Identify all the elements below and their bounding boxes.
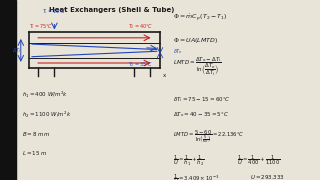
Text: $\dfrac{1}{U} = \dfrac{1}{h_1} + \dfrac{1}{h_2}$: $\dfrac{1}{U} = \dfrac{1}{h_1} + \dfrac{… — [173, 153, 204, 168]
Text: Heat Exchangers (Shell & Tube): Heat Exchangers (Shell & Tube) — [49, 7, 175, 13]
Text: $h_1 = 400\ W/m^2k$: $h_1 = 400\ W/m^2k$ — [22, 90, 68, 100]
Text: x: x — [163, 73, 166, 78]
Text: $h_2 = 1100\ W/m^2k$: $h_2 = 1100\ W/m^2k$ — [22, 110, 72, 120]
Text: $\Delta T_i$: $\Delta T_i$ — [12, 46, 22, 55]
Text: $\delta T_o$: $\delta T_o$ — [173, 47, 183, 56]
Text: $U = 293.333$: $U = 293.333$ — [250, 173, 284, 180]
Text: $LMTD = \dfrac{\Delta T_o - \Delta T_i}{\ln\!\left(\dfrac{\Delta T_o}{\Delta T_i: $LMTD = \dfrac{\Delta T_o - \Delta T_i}{… — [173, 56, 222, 78]
Text: $T_2 = 40°C$: $T_2 = 40°C$ — [128, 22, 153, 31]
Text: $T_i = 15°C$: $T_i = 15°C$ — [42, 7, 67, 16]
Bar — [0, 0, 16, 180]
Text: $T_2 = 35°C$: $T_2 = 35°C$ — [128, 60, 153, 69]
Text: $T_i = 75°C$: $T_i = 75°C$ — [29, 22, 53, 31]
Text: $\dfrac{1}{U} = \dfrac{1}{400} + \dfrac{1}{1100}$: $\dfrac{1}{U} = \dfrac{1}{400} + \dfrac{… — [237, 153, 280, 167]
Text: $B = 8\ mm$: $B = 8\ mm$ — [22, 130, 51, 138]
Text: $\dfrac{1}{U} = 3.409 \times 10^{-3}$: $\dfrac{1}{U} = 3.409 \times 10^{-3}$ — [173, 173, 219, 180]
Text: $\Phi = \dot{m}C_p\,(T_2 - T_1)$: $\Phi = \dot{m}C_p\,(T_2 - T_1)$ — [173, 13, 227, 23]
Text: $\Delta T_o = 40 - 35 = 5°C$: $\Delta T_o = 40 - 35 = 5°C$ — [173, 110, 229, 119]
Text: $L = 15\ m$: $L = 15\ m$ — [22, 149, 48, 157]
Text: $\delta T_i = 75 - 15 = 60°C$: $\delta T_i = 75 - 15 = 60°C$ — [173, 95, 231, 104]
Text: $\Phi = UA(LMTD)$: $\Phi = UA(LMTD)$ — [173, 36, 218, 45]
Text: $LMTD = \dfrac{5 - 60}{\ln\!\left(\frac{5}{60}\right)} = 22.136°C$: $LMTD = \dfrac{5 - 60}{\ln\!\left(\frac{… — [173, 128, 244, 145]
